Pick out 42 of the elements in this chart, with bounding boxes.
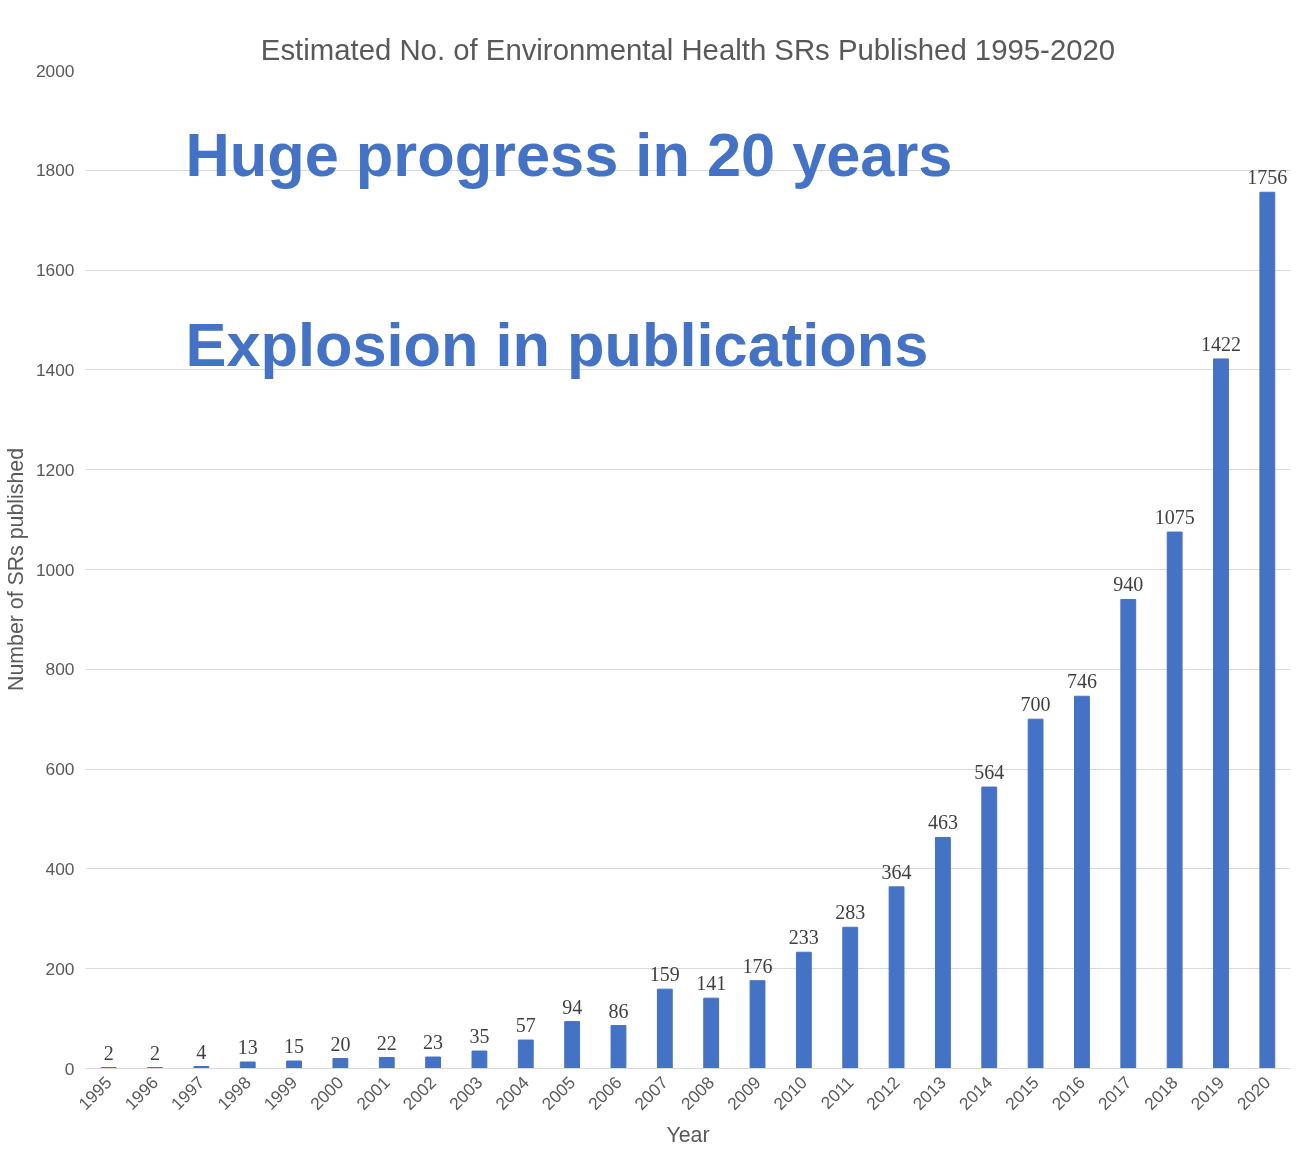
y-axis-title: Number of SRs published: [3, 447, 28, 692]
y-tick-label: 200: [45, 958, 75, 979]
data-label: 13: [237, 1036, 258, 1059]
x-axis-title: Year: [666, 1123, 710, 1148]
data-label: 141: [696, 972, 727, 995]
data-label: 364: [881, 860, 912, 883]
data-label: 2: [150, 1041, 161, 1064]
data-label: 1075: [1154, 506, 1195, 529]
data-label: 700: [1020, 693, 1051, 716]
y-tick-label: 0: [64, 1058, 75, 1079]
data-label: 940: [1113, 573, 1144, 596]
data-label: 1422: [1200, 332, 1241, 355]
data-label: 159: [649, 963, 680, 986]
data-label: 22: [376, 1031, 397, 1054]
data-label: 463: [927, 811, 958, 834]
y-tick-label: 400: [45, 858, 75, 879]
data-label: 746: [1066, 670, 1097, 693]
data-label: 23: [423, 1031, 444, 1054]
y-tick-label: 1000: [35, 559, 75, 580]
data-label: 15: [284, 1035, 305, 1058]
data-label: 57: [515, 1014, 536, 1037]
chart-title: Estimated No. of Environmental Health SRs Published 1995-2020: [260, 32, 1116, 66]
data-label: 35: [469, 1025, 490, 1048]
data-label: 564: [974, 761, 1005, 784]
annotation: Huge progress in 20 years: [185, 119, 953, 189]
data-label: 283: [835, 901, 866, 924]
annotation: Explosion in publications: [185, 309, 929, 379]
y-tick-label: 600: [45, 759, 75, 780]
data-label: 20: [330, 1032, 351, 1055]
data-label: 1756: [1247, 166, 1288, 189]
data-label: 2: [103, 1041, 114, 1064]
data-label: 4: [196, 1040, 207, 1063]
y-tick-label: 800: [45, 659, 75, 680]
y-tick-label: 1600: [35, 260, 75, 281]
y-tick-label: 1400: [35, 359, 75, 380]
data-label: 94: [562, 995, 583, 1018]
y-tick-label: 1200: [35, 459, 75, 480]
y-tick-label: 2000: [35, 60, 75, 81]
data-label: 233: [788, 926, 819, 949]
y-tick-label: 1800: [35, 160, 75, 181]
data-label: 86: [608, 999, 629, 1022]
data-label: 176: [742, 954, 773, 977]
